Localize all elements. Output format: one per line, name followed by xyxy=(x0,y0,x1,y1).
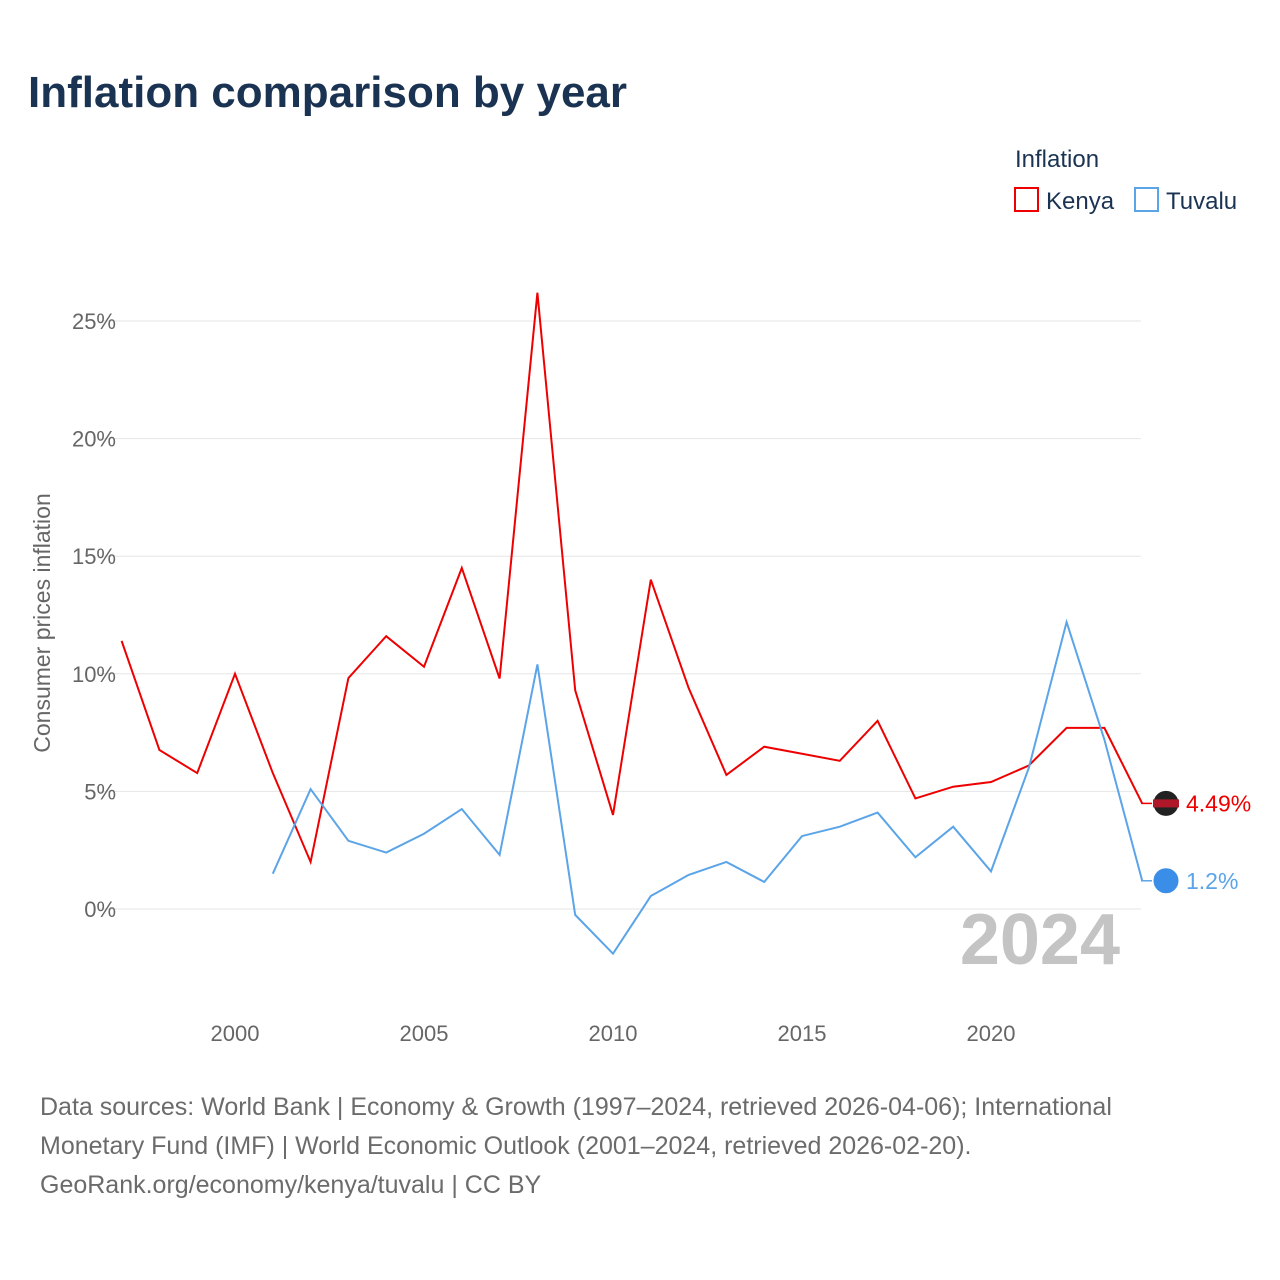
x-tick-label: 2005 xyxy=(400,1021,449,1046)
y-axis-label: Consumer prices inflation xyxy=(29,493,55,753)
y-tick-label: 20% xyxy=(72,427,116,452)
x-tick-label: 2000 xyxy=(211,1021,260,1046)
flag-stripe xyxy=(1153,799,1179,808)
source-line[interactable]: GeoRank.org/economy/kenya/tuvalu | CC BY xyxy=(40,1171,542,1199)
legend-item-kenya: Kenya xyxy=(1046,188,1115,215)
end-value-label: 1.2% xyxy=(1186,868,1238,894)
y-tick-label: 25% xyxy=(72,309,116,334)
legend-swatch xyxy=(1014,187,1039,212)
legend-swatch xyxy=(1134,187,1159,212)
tuvalu-flag-icon xyxy=(1152,867,1180,895)
x-tick-label: 2015 xyxy=(778,1021,827,1046)
series-line-kenya xyxy=(120,292,1144,866)
source-line: Data sources: World Bank | Economy & Gro… xyxy=(40,1093,1112,1121)
legend-title: Inflation xyxy=(1015,146,1099,173)
series-line-tuvalu xyxy=(271,618,1144,956)
x-tick-label: 2010 xyxy=(589,1021,638,1046)
year-label: 2024 xyxy=(960,900,1120,980)
chart-title: Inflation comparison by year xyxy=(28,68,628,117)
legend-item-tuvalu: Tuvalu xyxy=(1166,188,1237,215)
data-sources: Data sources: World Bank | Economy & Gro… xyxy=(40,1088,1240,1205)
y-tick-label: 10% xyxy=(72,662,116,687)
y-tick-label: 0% xyxy=(84,897,116,922)
y-tick-label: 5% xyxy=(84,779,116,804)
end-value-label: 4.49% xyxy=(1186,790,1251,816)
y-tick-label: 15% xyxy=(72,544,116,569)
x-tick-label: 2020 xyxy=(967,1021,1016,1046)
source-line: Monetary Fund (IMF) | World Economic Out… xyxy=(40,1132,972,1160)
